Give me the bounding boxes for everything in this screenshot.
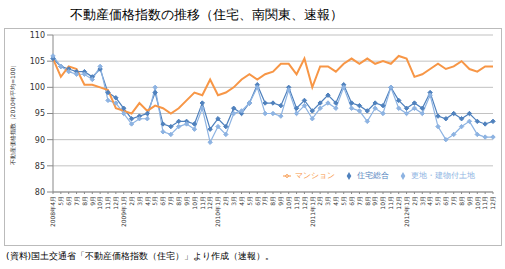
svg-text:6月: 6月	[65, 196, 72, 206]
svg-text:9月: 9月	[466, 196, 473, 206]
svg-text:2月: 2月	[222, 196, 229, 206]
html-text:不動産価格指数の推移（住宅、南関東、速報）: 不動産価格指数の推移（住宅、南関東、速報）	[70, 7, 343, 22]
svg-text:2008年4月: 2008年4月	[49, 196, 56, 227]
svg-text:5月: 5月	[246, 196, 253, 206]
svg-text:6月: 6月	[442, 196, 449, 206]
svg-text:8月: 8月	[175, 196, 182, 206]
svg-text:11月: 11月	[104, 196, 111, 210]
svg-text:95: 95	[35, 109, 45, 118]
svg-text:8月: 8月	[269, 196, 276, 206]
svg-text:11月: 11月	[293, 196, 300, 210]
svg-text:3月: 3月	[230, 196, 237, 206]
svg-text:12月: 12月	[112, 196, 119, 210]
svg-text:5月: 5月	[57, 196, 64, 206]
svg-text:11月: 11月	[481, 196, 488, 210]
svg-text:2月: 2月	[128, 196, 135, 206]
svg-text:7月: 7月	[450, 196, 457, 206]
html-text:マンション: マンション	[295, 171, 335, 180]
svg-text:5月: 5月	[340, 196, 347, 206]
svg-text:3月: 3月	[136, 196, 143, 206]
svg-text:85: 85	[35, 162, 45, 171]
svg-text:6月: 6月	[348, 196, 355, 206]
svg-text:10月: 10月	[191, 196, 198, 210]
svg-text:7月: 7月	[167, 196, 174, 206]
svg-text:90: 90	[35, 136, 45, 145]
svg-text:80: 80	[35, 188, 45, 197]
svg-text:9月: 9月	[89, 196, 96, 206]
svg-text:3月: 3月	[419, 196, 426, 206]
svg-text:7月: 7月	[73, 196, 80, 206]
svg-text:100: 100	[30, 83, 45, 92]
svg-text:7月: 7月	[261, 196, 268, 206]
svg-text:12月: 12月	[489, 196, 496, 210]
svg-text:6月: 6月	[159, 196, 166, 206]
svg-text:11月: 11月	[387, 196, 394, 210]
svg-text:2011年1月: 2011年1月	[309, 196, 316, 227]
svg-text:10月: 10月	[379, 196, 386, 210]
svg-text:4月: 4月	[144, 196, 151, 206]
svg-text:9月: 9月	[371, 196, 378, 206]
svg-text:2月: 2月	[316, 196, 323, 206]
svg-text:8月: 8月	[458, 196, 465, 206]
svg-text:12月: 12月	[206, 196, 213, 210]
svg-text:4月: 4月	[332, 196, 339, 206]
svg-text:8月: 8月	[364, 196, 371, 206]
svg-text:7月: 7月	[356, 196, 363, 206]
svg-text:10月: 10月	[96, 196, 103, 210]
svg-text:4月: 4月	[426, 196, 433, 206]
svg-text:8月: 8月	[81, 196, 88, 206]
svg-text:9月: 9月	[277, 196, 284, 206]
svg-text:9月: 9月	[183, 196, 190, 206]
svg-text:12月: 12月	[395, 196, 402, 210]
svg-text:2009年1月: 2009年1月	[120, 196, 127, 227]
svg-text:105: 105	[30, 57, 45, 66]
html-text:住宅総合: 住宅総合	[357, 171, 389, 180]
svg-text:10月: 10月	[285, 196, 292, 210]
svg-text:6月: 6月	[254, 196, 261, 206]
svg-text:2012年1月: 2012年1月	[403, 196, 410, 227]
svg-text:2月: 2月	[411, 196, 418, 206]
svg-text:5月: 5月	[151, 196, 158, 206]
svg-text:10月: 10月	[474, 196, 481, 210]
svg-text:5月: 5月	[434, 196, 441, 206]
svg-text:3月: 3月	[324, 196, 331, 206]
html-text:(資料)国土交通省「不動産価格指数（住宅）」より作成（速報）: (資料)国土交通省「不動産価格指数（住宅）」より作成（速報）。	[6, 251, 274, 261]
svg-text:12月: 12月	[301, 196, 308, 210]
svg-text:110: 110	[30, 31, 45, 40]
svg-text:不動産価格指数（2010年平均=100）: 不動産価格指数（2010年平均=100）	[9, 62, 17, 166]
svg-text:4月: 4月	[238, 196, 245, 206]
svg-text:2010年1月: 2010年1月	[214, 196, 221, 227]
svg-text:11月: 11月	[199, 196, 206, 210]
html-text:更地・建物付土地: 更地・建物付土地	[411, 171, 475, 180]
